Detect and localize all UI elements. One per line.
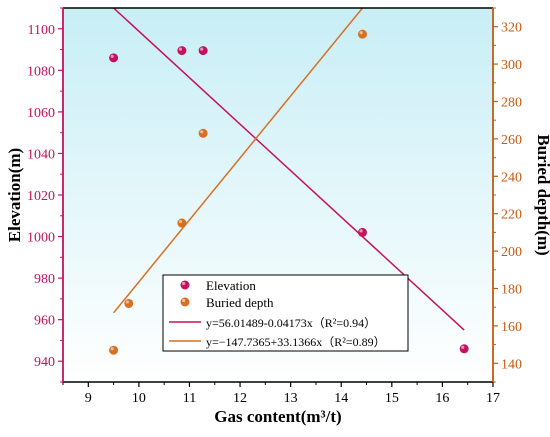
right-y-tick-label: 280 <box>501 96 522 111</box>
legend-elevation-marker <box>180 280 190 290</box>
buried-depth-point <box>198 128 208 138</box>
right-y-tick-label: 200 <box>501 245 522 260</box>
right-y-tick-label: 300 <box>501 58 522 73</box>
right-y-tick-label: 140 <box>501 357 522 372</box>
point-highlight <box>200 130 204 134</box>
point-body <box>177 46 187 56</box>
point-highlight <box>461 345 465 349</box>
point-highlight <box>178 47 183 51</box>
left-y-axis-title: Elevation(m) <box>5 148 24 242</box>
legend-box <box>162 274 409 352</box>
point-body <box>180 280 190 290</box>
buried-depth-point <box>124 298 134 308</box>
left-y-tick-label: 1040 <box>27 147 55 162</box>
x-tick-label: 10 <box>132 391 146 406</box>
x-tick-label: 13 <box>284 391 298 406</box>
elevation-point <box>198 46 208 56</box>
point-body <box>109 53 119 63</box>
legend-buried-depth-marker <box>180 297 190 307</box>
left-y-tick-label: 960 <box>34 314 55 329</box>
legend-elevation-label: Elevation <box>206 278 256 293</box>
elevation-point <box>109 53 119 63</box>
left-y-tick-label: 1000 <box>27 231 55 246</box>
right-y-tick-label: 240 <box>501 170 522 185</box>
x-tick-label: 15 <box>385 391 399 406</box>
left-y-tick-label: 1060 <box>27 106 55 121</box>
point-body <box>180 297 190 307</box>
right-y-axis-title: Buried depth(m) <box>534 134 550 255</box>
point-highlight <box>110 347 114 351</box>
point-body <box>198 128 208 138</box>
point-highlight <box>359 31 363 35</box>
x-tick-label: 9 <box>85 391 92 406</box>
left-y-tick-label: 1080 <box>27 64 55 79</box>
left-y-tick-label: 980 <box>34 272 55 287</box>
right-y-tick-label: 260 <box>501 133 522 148</box>
buried-depth-point <box>357 29 367 39</box>
right-y-tick-label: 220 <box>501 208 522 223</box>
x-tick-label: 17 <box>486 391 500 406</box>
buried-depth-fit-line <box>113 8 364 314</box>
point-highlight <box>110 54 114 58</box>
point-body <box>459 344 469 354</box>
point-body <box>357 227 367 237</box>
x-tick-label: 11 <box>183 391 196 406</box>
point-highlight <box>178 219 183 224</box>
buried-depth-point <box>177 218 187 228</box>
point-body <box>109 345 119 355</box>
point-highlight <box>125 300 129 304</box>
x-tick-label: 12 <box>233 391 247 406</box>
left-y-tick-label: 1020 <box>27 189 55 204</box>
legend-buried-depth-label: Buried depth <box>206 295 274 310</box>
left-y-tick-label: 940 <box>34 355 55 370</box>
point-highlight <box>182 298 186 303</box>
x-axis-title: Gas content(m³/t) <box>214 407 341 426</box>
legend-buried-depth-fit-label: y=−147.7365+33.1366x（R²=0.89） <box>206 335 386 349</box>
right-y-tick-label: 160 <box>501 320 522 335</box>
point-body <box>198 46 208 56</box>
right-y-tick-label: 180 <box>501 283 522 298</box>
x-tick-label: 16 <box>435 391 449 406</box>
point-body <box>124 298 134 308</box>
legend-elevation-fit-label: y=56.01489-0.04173x（R²=0.94） <box>206 316 376 330</box>
buried-depth-point <box>109 345 119 355</box>
elevation-point <box>357 227 367 237</box>
point-highlight <box>200 47 204 51</box>
left-y-tick-label: 1100 <box>28 23 55 38</box>
elevation-point <box>459 344 469 354</box>
point-body <box>357 29 367 39</box>
elevation-point <box>177 46 187 56</box>
x-tick-label: 14 <box>334 391 348 406</box>
point-highlight <box>359 229 363 233</box>
point-highlight <box>182 281 186 286</box>
right-y-tick-label: 320 <box>501 21 522 36</box>
point-body <box>177 218 187 228</box>
